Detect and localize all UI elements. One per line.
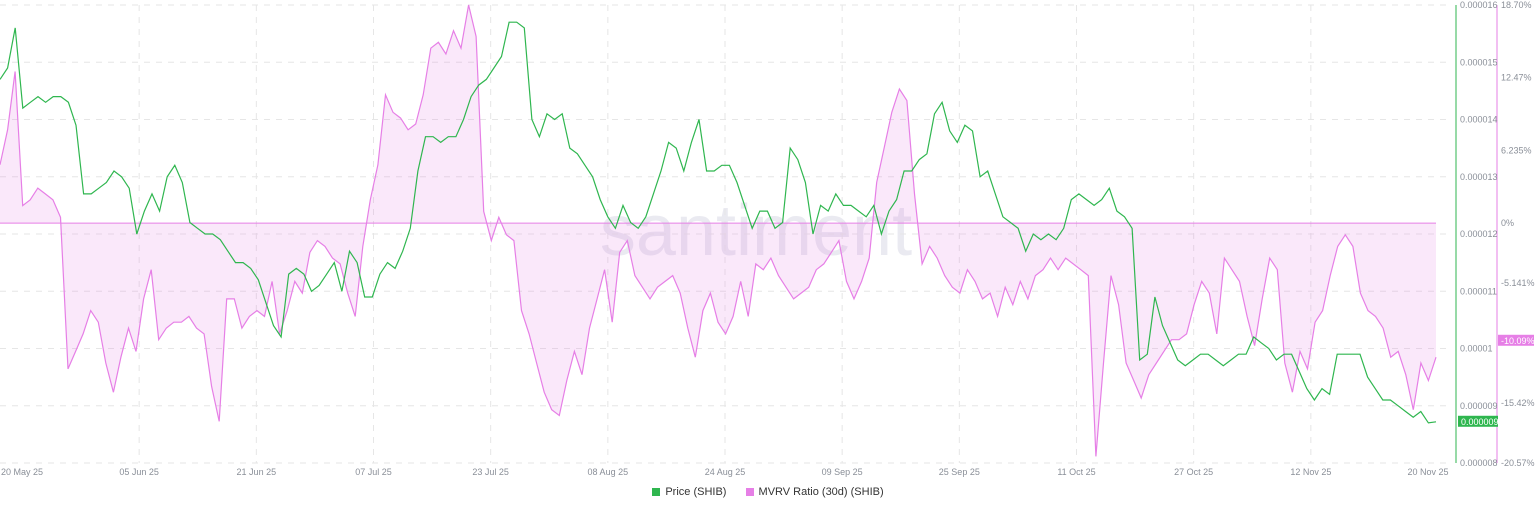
x-tick-label: 07 Jul 25 [355, 467, 392, 477]
mvrv-line [0, 4, 1437, 457]
price-current-badge [1458, 415, 1498, 427]
mvrv-tick-label: -5.141% [1501, 278, 1535, 288]
mvrv-tick-label: 12.47% [1501, 73, 1532, 83]
price-tick-label: 0.000011 [1460, 286, 1497, 296]
price-tick-label: 0.000008 [1460, 458, 1498, 468]
x-tick-label: 25 Sep 25 [939, 467, 980, 477]
price-tick-label: 0.000014 [1460, 115, 1498, 125]
price-current-label: 0.000009 [1461, 417, 1499, 427]
legend-label-price: Price (SHIB) [665, 486, 727, 498]
x-tick-label: 05 Jun 25 [119, 467, 159, 477]
legend-label-mvrv: MVRV Ratio (30d) (SHIB) [758, 486, 884, 498]
price-tick-label: 0.000009 [1460, 401, 1498, 411]
price-swatch-icon [652, 488, 661, 496]
x-tick-label: 09 Sep 25 [822, 467, 863, 477]
x-tick-label: 21 Jun 25 [237, 467, 277, 477]
mvrv-tick-label: 18.70% [1501, 0, 1532, 10]
price-line [0, 21, 1437, 424]
x-tick-label: 24 Aug 25 [705, 467, 746, 477]
x-tick-label: 23 Jul 25 [472, 467, 509, 477]
mvrv-tick-label: -20.57% [1501, 458, 1535, 468]
mvrv-tick-label: -15.42% [1501, 398, 1535, 408]
mvrv-tick-label: 6.235% [1501, 145, 1532, 155]
x-tick-label: 12 Nov 25 [1290, 467, 1331, 477]
price-tick-label: 0.000012 [1460, 229, 1498, 239]
price-tick-label: 0.000013 [1460, 172, 1498, 182]
x-tick-label: 27 Oct 25 [1174, 467, 1213, 477]
legend-item-mvrv[interactable]: MVRV Ratio (30d) (SHIB) [745, 486, 884, 498]
legend: Price (SHIB) MVRV Ratio (30d) (SHIB) [0, 486, 1536, 499]
watermark: santiment [600, 191, 912, 271]
price-tick-label: 0.000015 [1460, 57, 1498, 67]
mvrv-tick-label: 0% [1501, 218, 1514, 228]
x-tick-label: 20 May 25 [1, 467, 43, 477]
mvrv-area [0, 5, 1436, 457]
x-tick-label: 11 Oct 25 [1057, 467, 1095, 477]
x-tick-label: 08 Aug 25 [588, 467, 629, 477]
mvrv-current-label: -10.09% [1501, 336, 1535, 346]
mvrv-current-badge [1498, 334, 1534, 346]
price-tick-label: 0.000016 [1460, 0, 1498, 10]
legend-item-price[interactable]: Price (SHIB) [652, 486, 726, 498]
x-tick-label: 20 Nov 25 [1407, 467, 1448, 477]
price-tick-label: 0.00001 [1460, 344, 1493, 354]
mvrv-swatch-icon [745, 488, 754, 496]
